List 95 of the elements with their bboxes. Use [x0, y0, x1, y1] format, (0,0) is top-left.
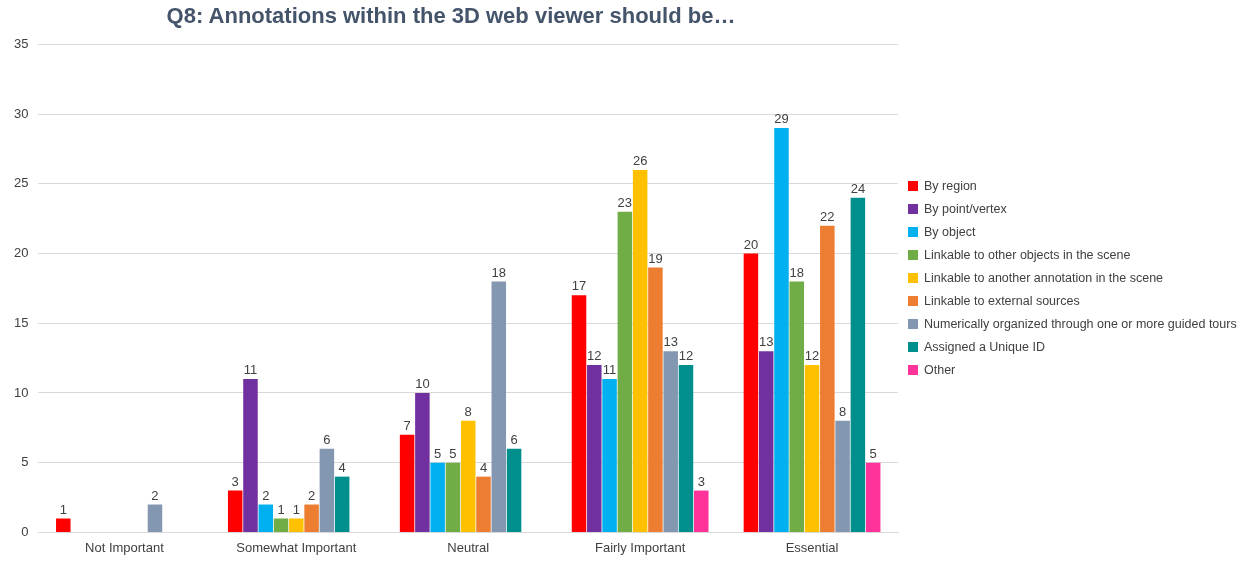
- y-tick-label: 0: [21, 523, 29, 539]
- legend-label: Linkable to another annotation in the scene: [924, 270, 1164, 285]
- y-tick-label: 30: [13, 105, 29, 121]
- legend-label: Other: [924, 362, 956, 377]
- bar: [289, 518, 304, 532]
- bar: [850, 197, 866, 532]
- data-label: 22: [820, 208, 835, 224]
- y-tick-label: 25: [13, 175, 29, 191]
- bar: [147, 504, 163, 532]
- data-label: 10: [415, 376, 430, 392]
- bar: [743, 253, 759, 532]
- bar: [694, 490, 709, 532]
- bar: [617, 211, 633, 532]
- data-label: 6: [323, 431, 331, 447]
- bar: [835, 420, 850, 532]
- bar: [602, 379, 617, 532]
- data-label: 1: [292, 501, 300, 517]
- bar: [491, 281, 507, 532]
- data-label: 3: [231, 473, 239, 489]
- bar: [789, 281, 805, 532]
- x-tick-label: Somewhat Important: [236, 539, 357, 555]
- data-label: 8: [464, 403, 472, 419]
- bar: [663, 351, 678, 532]
- data-label: 6: [510, 431, 518, 447]
- bar: [334, 476, 350, 532]
- bar: [476, 476, 491, 532]
- data-label: 13: [663, 334, 678, 350]
- x-tick-label: Fairly Important: [594, 539, 686, 555]
- data-label: 11: [602, 362, 617, 378]
- data-label: 18: [789, 264, 804, 280]
- data-label: 26: [632, 152, 648, 168]
- bar: [648, 267, 663, 532]
- bar: [820, 225, 835, 532]
- chart-title: Q8: Annotations within the 3D web viewer should be…: [166, 3, 736, 29]
- bar: [304, 504, 319, 532]
- bar: [319, 448, 335, 532]
- data-label: 1: [277, 501, 285, 517]
- bar: [678, 365, 694, 532]
- data-label: 4: [479, 459, 488, 475]
- bar: [632, 169, 648, 532]
- data-label: 19: [648, 250, 663, 266]
- data-label: 7: [403, 417, 411, 433]
- x-tick-label: Neutral: [447, 539, 490, 555]
- legend-label: By object: [924, 224, 976, 239]
- data-label: 12: [587, 348, 602, 364]
- y-tick-label: 35: [13, 35, 29, 51]
- data-label: 5: [434, 445, 442, 461]
- bar: [399, 434, 415, 532]
- bar: [865, 462, 881, 532]
- data-label: 4: [338, 459, 346, 475]
- data-label: 17: [571, 278, 587, 294]
- data-label: 12: [804, 348, 820, 364]
- x-tick-label: Not Important: [85, 539, 165, 555]
- data-label: 29: [774, 111, 789, 127]
- data-label: 12: [678, 348, 694, 364]
- bar: [758, 351, 774, 532]
- bar: [243, 379, 258, 532]
- legend-label: Linkable to external sources: [924, 293, 1080, 308]
- x-tick-label: Essential: [785, 539, 839, 555]
- bar: [258, 504, 274, 532]
- bar: [506, 448, 522, 532]
- data-label: 2: [262, 487, 270, 503]
- y-tick-label: 5: [21, 454, 29, 470]
- legend-label: Assigned a Unique ID: [924, 339, 1045, 354]
- bar: [227, 490, 243, 532]
- bar: [774, 128, 789, 532]
- data-label: 18: [491, 264, 507, 280]
- data-label: 8: [838, 403, 847, 419]
- data-label: 24: [850, 180, 866, 196]
- bar: [273, 518, 289, 532]
- y-tick-label: 15: [13, 314, 29, 330]
- data-label: 20: [743, 236, 759, 252]
- bar: [587, 365, 602, 532]
- y-tick-label: 20: [13, 245, 29, 261]
- y-tick-label: 10: [13, 384, 29, 400]
- bar: [804, 365, 820, 532]
- legend-label: By point/vertex: [924, 201, 1007, 216]
- legend-label: By region: [924, 178, 977, 193]
- bar: [571, 295, 587, 532]
- data-label: 13: [758, 334, 774, 350]
- bar: [460, 420, 476, 532]
- legend-label: Numerically organized through one or more guided tours: [924, 316, 1237, 331]
- data-label: 23: [617, 194, 633, 210]
- data-label: 2: [151, 487, 159, 503]
- data-label: 3: [697, 473, 705, 489]
- bar: [430, 462, 445, 532]
- data-label: 5: [449, 445, 457, 461]
- data-label: 11: [243, 362, 258, 378]
- bar: [56, 518, 71, 532]
- data-label: 2: [307, 487, 316, 503]
- bar: [415, 392, 430, 532]
- data-label: 5: [869, 445, 877, 461]
- data-label: 1: [59, 501, 67, 517]
- legend-label: Linkable to other objects in the scene: [924, 247, 1131, 262]
- bar: [445, 462, 461, 532]
